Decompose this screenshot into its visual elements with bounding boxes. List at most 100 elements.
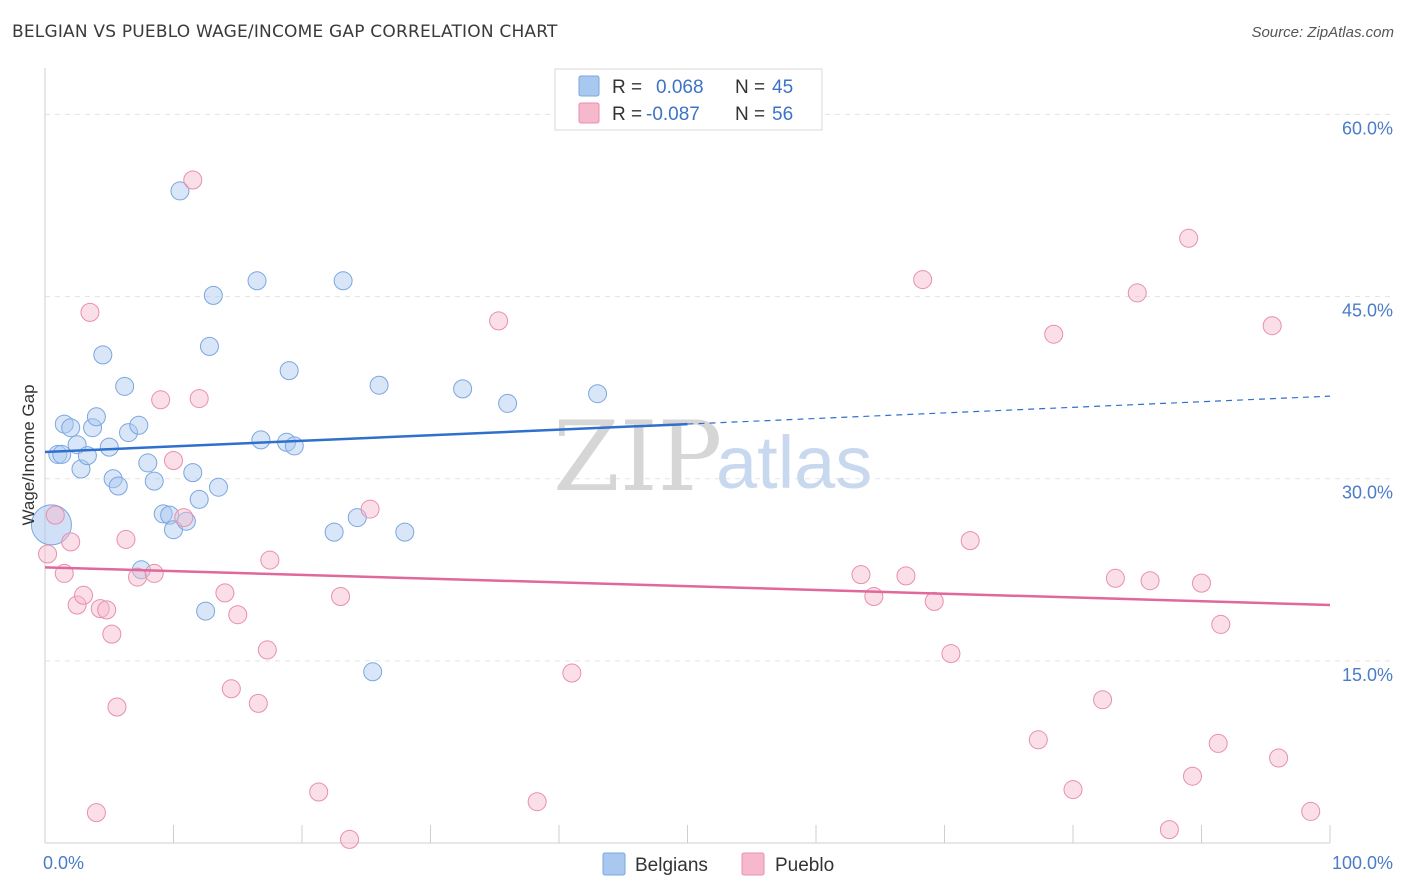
belgians-point — [83, 418, 103, 438]
belgians-point — [324, 522, 344, 542]
belgians-point — [30, 504, 72, 546]
pueblo-point — [960, 531, 980, 551]
pueblo-point — [107, 697, 127, 717]
belgians-point — [99, 437, 119, 457]
pueblo-point — [260, 550, 280, 570]
belgians-point — [52, 444, 72, 464]
pueblo-point — [151, 390, 171, 410]
belgians-point — [333, 271, 353, 291]
pueblo-point — [164, 451, 183, 470]
belgians-point — [588, 384, 608, 404]
pueblo-point — [183, 170, 203, 190]
source-credit: Source: ZipAtlas.com — [1251, 24, 1394, 41]
pueblo-point — [851, 565, 871, 585]
pueblo-point — [38, 544, 58, 564]
legend-swatch-belgians — [578, 75, 600, 97]
chart-title: BELGIAN VS PUEBLO WAGE/INCOME GAP CORREL… — [12, 22, 558, 42]
x-axis-ticks — [173, 825, 1331, 843]
pueblo-point — [1063, 780, 1083, 800]
belgians-point — [108, 476, 128, 496]
pueblo-point — [215, 583, 235, 603]
pueblo-point — [1093, 690, 1113, 710]
legend-n-label-pueblo: N = — [735, 104, 765, 125]
pueblo-point — [80, 302, 100, 322]
correlation-legend: R = 0.068 N = 45 R = -0.087 N = 56 — [554, 68, 823, 131]
legend-n-value-belgians: 45 — [772, 77, 793, 98]
pueblo-point — [45, 505, 65, 525]
y-tick-label-30: 30.0% — [1342, 483, 1393, 503]
belgians-point — [498, 393, 518, 413]
belgians-point — [61, 418, 81, 438]
belgians-point — [144, 471, 164, 491]
belgians-point — [247, 271, 267, 291]
belgians-trend-extension — [687, 395, 1331, 425]
pueblo-point — [86, 803, 106, 823]
belgians-point — [363, 662, 383, 682]
pueblo-point — [309, 782, 329, 802]
belgians-point — [251, 430, 271, 450]
legend-r-label-belgians: R = — [612, 77, 642, 98]
legend-swatch-pueblo — [578, 102, 600, 124]
pueblo-point — [1183, 766, 1203, 786]
pueblo-point — [896, 566, 916, 586]
y-axis-tick-labels: 15.0% 30.0% 45.0% 60.0% — [1342, 118, 1393, 684]
pueblo-point — [562, 663, 582, 683]
pueblo-point — [1028, 730, 1048, 750]
pueblo-point — [102, 624, 122, 644]
pueblo-point — [527, 792, 547, 812]
pueblo-point — [1192, 573, 1211, 593]
pueblo-point — [1159, 820, 1179, 840]
belgians-point — [115, 376, 135, 396]
pueblo-point — [1211, 614, 1231, 634]
y-axis-label: Wage/Income Gap — [19, 384, 38, 525]
pueblo-point — [228, 605, 248, 625]
legend-n-label-belgians: N = — [735, 77, 765, 98]
pueblo-point — [1208, 733, 1228, 753]
belgians-point — [395, 522, 415, 542]
pueblo-point — [116, 529, 136, 549]
legend-r-label-pueblo: R = — [612, 104, 642, 125]
pueblo-point — [74, 585, 94, 605]
pueblo-point — [1179, 228, 1199, 248]
pueblo-point — [1044, 324, 1064, 344]
belgians-point — [119, 423, 139, 443]
pueblo-point — [864, 587, 884, 606]
watermark-atlas: atlas — [716, 421, 872, 504]
series-legend-label-pueblo: Pueblo — [775, 855, 834, 876]
y-tick-label-60: 60.0% — [1342, 118, 1393, 138]
pueblo-point — [257, 640, 277, 660]
pueblo-point — [144, 563, 164, 583]
pueblo-point — [1269, 748, 1289, 768]
pueblo-point — [189, 389, 209, 409]
pueblo-point — [174, 508, 194, 528]
x-tick-label-max: 100.0% — [1332, 853, 1393, 873]
pueblo-point — [97, 600, 117, 620]
pueblo-point — [67, 595, 87, 615]
pueblo-point — [1140, 571, 1160, 591]
pueblo-point — [90, 599, 110, 619]
series-legend-label-belgians: Belgians — [635, 855, 708, 876]
x-tick-label-min: 0.0% — [43, 853, 84, 873]
belgians-point — [93, 345, 113, 365]
belgians-point — [189, 489, 209, 509]
data-points — [30, 170, 1321, 849]
pueblo-point — [1105, 568, 1125, 588]
pueblo-trend-line — [44, 566, 1331, 607]
legend-r-value-pueblo: -0.087 — [646, 104, 700, 125]
belgians-point — [160, 505, 180, 525]
belgians-point — [369, 375, 389, 395]
series-legend-swatch-pueblo — [741, 852, 765, 876]
belgians-point — [170, 181, 190, 201]
pueblo-point — [1127, 283, 1147, 303]
gridlines — [45, 113, 1393, 662]
belgians-point — [284, 436, 304, 456]
belgians-point — [54, 414, 74, 434]
belgians-point — [199, 336, 219, 356]
series-legend-swatch-belgians — [602, 852, 626, 876]
pueblo-point — [221, 679, 241, 699]
pueblo-point — [924, 591, 944, 611]
belgians-trend-line — [44, 422, 688, 454]
belgians-point — [208, 477, 228, 497]
pueblo-point — [941, 644, 961, 664]
